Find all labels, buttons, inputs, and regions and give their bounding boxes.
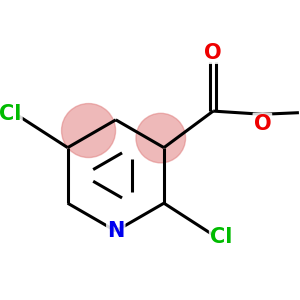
Text: O: O	[204, 43, 222, 63]
Text: O: O	[254, 114, 271, 134]
Circle shape	[136, 113, 185, 163]
Text: Cl: Cl	[0, 104, 22, 124]
Circle shape	[61, 103, 116, 158]
Text: N: N	[107, 221, 124, 241]
Text: Cl: Cl	[210, 226, 232, 247]
